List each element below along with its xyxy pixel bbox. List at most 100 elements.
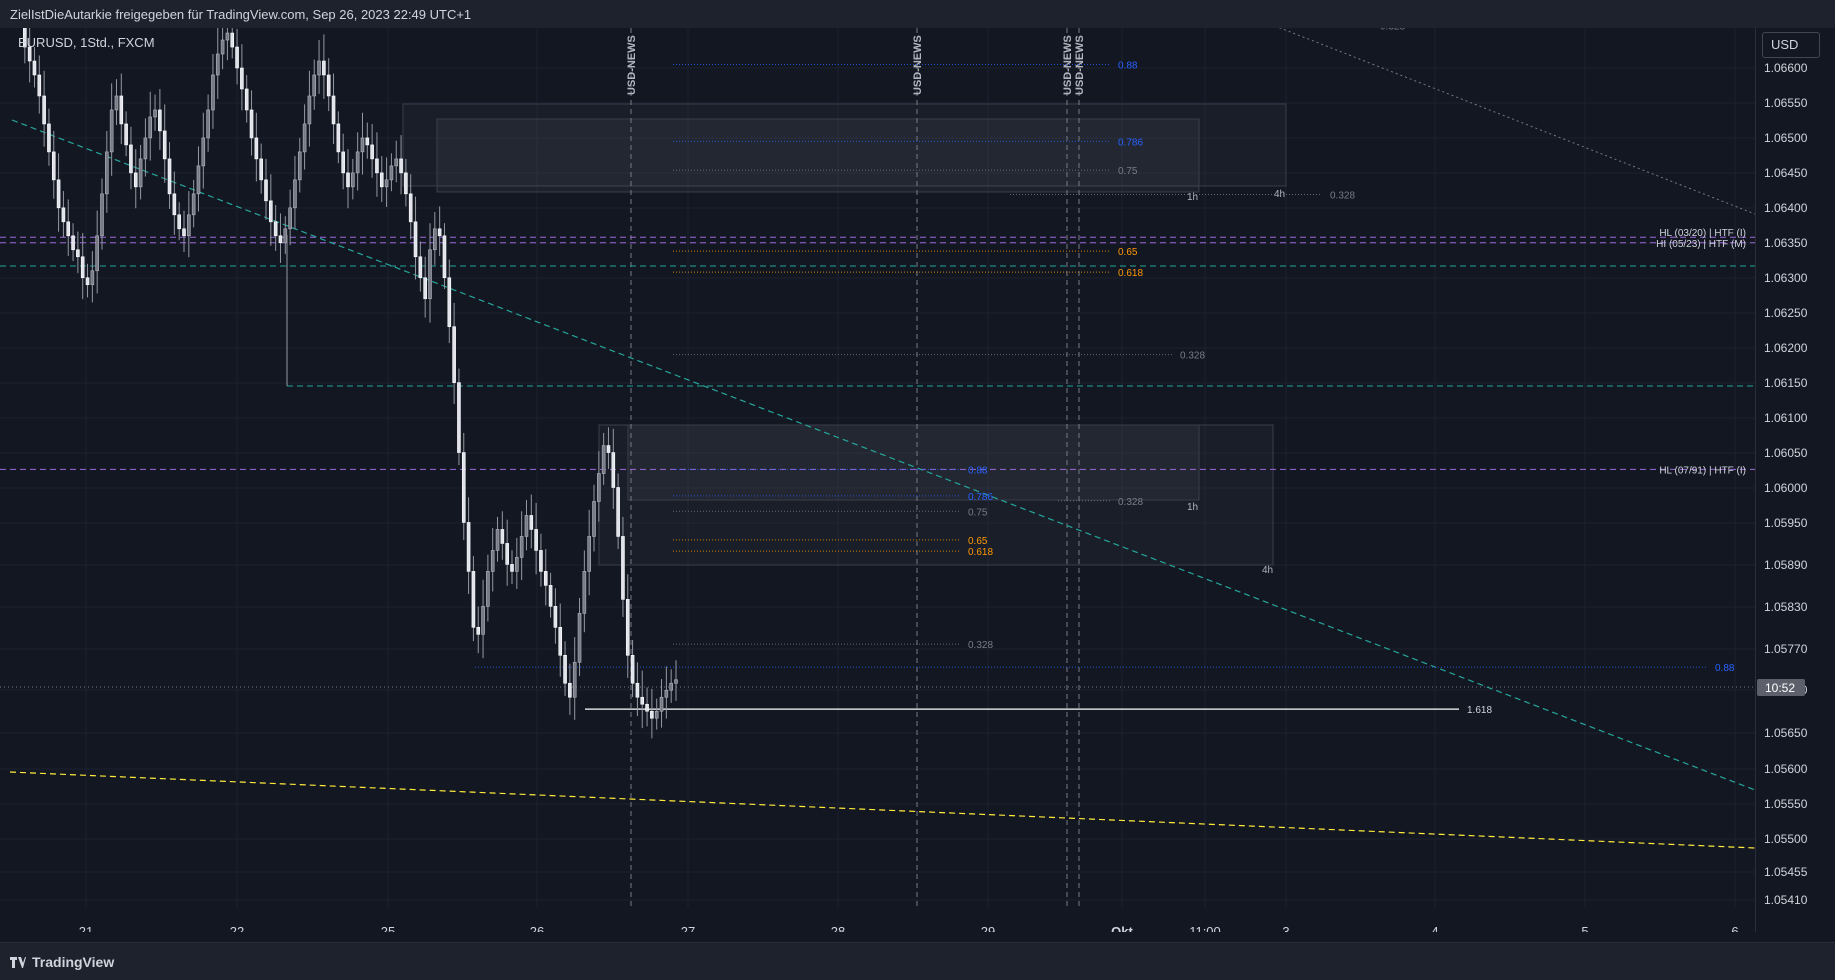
- fib-level-label: 0.88: [1118, 61, 1138, 72]
- candle-bear: [124, 123, 128, 146]
- candle-bear: [162, 130, 167, 160]
- candle-bear: [534, 529, 538, 551]
- y-axis-tick-label: 1.06000: [1764, 481, 1808, 495]
- y-axis-tick-label: 1.06050: [1764, 446, 1808, 460]
- fib-level-label: 0.328: [1180, 351, 1205, 362]
- candle-bull: [495, 529, 500, 551]
- fib-level-label: 0.88: [968, 465, 988, 476]
- grey-trendline: [1269, 23, 1756, 215]
- x-axis-tick-label: 22: [230, 924, 244, 932]
- candle-bear: [606, 445, 611, 453]
- candle-bear: [249, 109, 254, 139]
- candle-bear: [71, 235, 75, 251]
- candle-bull: [486, 571, 490, 607]
- candle-bear: [47, 123, 51, 153]
- candle-bear: [423, 277, 427, 300]
- y-axis-tick-label: 1.06200: [1764, 341, 1808, 355]
- y-axis-tick-label: 1.05950: [1764, 516, 1808, 530]
- y-axis-tick-label: 1.06350: [1764, 236, 1808, 250]
- candle-bear: [80, 256, 85, 279]
- candle-bull: [283, 228, 288, 244]
- candle-bull: [191, 193, 196, 216]
- candle-bull: [351, 172, 355, 188]
- y-axis-tick-label: 1.05650: [1764, 726, 1808, 740]
- yellow-trendline: [9, 771, 1756, 849]
- candle-bull: [519, 536, 524, 558]
- candle-bull: [317, 60, 321, 76]
- candle-bear: [269, 200, 273, 223]
- candle-bear: [167, 158, 172, 195]
- candle-bear: [322, 60, 326, 76]
- fib-level-label: 1.618: [1467, 705, 1492, 716]
- candle-bull: [206, 109, 210, 139]
- candle-bear: [278, 235, 283, 244]
- candle-bull: [109, 109, 114, 153]
- candle-bear: [158, 109, 162, 132]
- fib-level-label: 0.328: [968, 640, 993, 651]
- candle-bull: [674, 679, 678, 684]
- candle-bull: [587, 536, 591, 572]
- y-axis-tick-label: 1.06250: [1764, 306, 1808, 320]
- teal-trendline: [11, 119, 1756, 791]
- candle-bull: [95, 235, 99, 272]
- candle-bull: [297, 151, 302, 181]
- candle-bull: [312, 74, 317, 97]
- candle-bull: [143, 137, 148, 160]
- candle-bear: [413, 221, 418, 258]
- candle-bull: [577, 613, 582, 663]
- zone-4h-upper: [402, 103, 1287, 187]
- zone-1h-upper: [436, 118, 1200, 193]
- y-axis-tick-label: 1.05500: [1764, 832, 1808, 846]
- candle-bull: [138, 158, 143, 188]
- y-axis-tick-label: 1.05455: [1764, 865, 1808, 879]
- candle-bull: [114, 95, 119, 111]
- candle-bear: [375, 158, 379, 174]
- y-axis-tick-label: 1.06550: [1764, 96, 1808, 110]
- candle-bull: [592, 501, 596, 537]
- price-chart[interactable]: 1h 4h 1h 4h USD-NEWS USD-NEWS USD-NEWS USD-NEWS…: [0, 7, 1756, 939]
- candle-bear: [326, 74, 331, 97]
- x-axis-tick-label: 11:00: [1189, 924, 1221, 932]
- symbol-label[interactable]: EURUSD, 1Std., FXCM: [18, 35, 155, 50]
- zone-label: 1h: [1187, 502, 1198, 513]
- news-label: USD-NEWS: [1074, 35, 1086, 95]
- currency-button[interactable]: USD: [1762, 32, 1820, 58]
- x-axis-tick-label: 25: [381, 924, 395, 932]
- x-axis-tick-label: 28: [831, 924, 845, 932]
- top-bar: ZielIstDieAutarkie freigegeben für Tradi…: [0, 0, 1835, 29]
- fib-level-label: 0.618: [968, 547, 993, 558]
- candle-bear: [85, 277, 90, 286]
- candle-bull: [288, 207, 292, 230]
- candle-bear: [379, 172, 384, 188]
- x-axis-tick-label: Okt: [1111, 924, 1133, 932]
- candle-bear: [37, 74, 42, 97]
- price-axis[interactable]: 1.06600 1.06550 1.06500 1.06450 1.06400 1.063…: [1755, 28, 1835, 932]
- fib-level-label: 0.88: [1715, 663, 1735, 674]
- candle-bull: [384, 179, 389, 188]
- x-axis-tick-label: 27: [681, 924, 695, 932]
- candle-bull: [582, 571, 587, 614]
- candle-bear: [408, 193, 413, 223]
- candle-bear: [616, 487, 620, 537]
- candle-bear: [505, 543, 509, 565]
- y-axis-tick-label: 1.06150: [1764, 376, 1808, 390]
- candle-bear: [635, 682, 640, 698]
- hl-label: HL (03/20) | HTF (I): [1659, 228, 1746, 239]
- candle-bull: [293, 179, 297, 209]
- y-axis-tick-label: 1.06400: [1764, 201, 1808, 215]
- candle-bull: [307, 95, 312, 125]
- candle-bull: [220, 39, 225, 55]
- candle-bull: [90, 270, 95, 286]
- tradingview-logo[interactable]: TradingView: [10, 954, 114, 970]
- y-axis-tick-label: 1.05410: [1764, 893, 1808, 907]
- candle-bear: [645, 703, 649, 712]
- candle-bear: [27, 46, 32, 62]
- candle-bear: [650, 710, 654, 719]
- candle-bear: [404, 172, 408, 195]
- candle-bear: [621, 536, 625, 600]
- candle-bear: [457, 382, 461, 453]
- tradingview-brand-text: TradingView: [32, 954, 115, 970]
- candle-bull: [433, 228, 437, 251]
- candle-bear: [399, 158, 403, 174]
